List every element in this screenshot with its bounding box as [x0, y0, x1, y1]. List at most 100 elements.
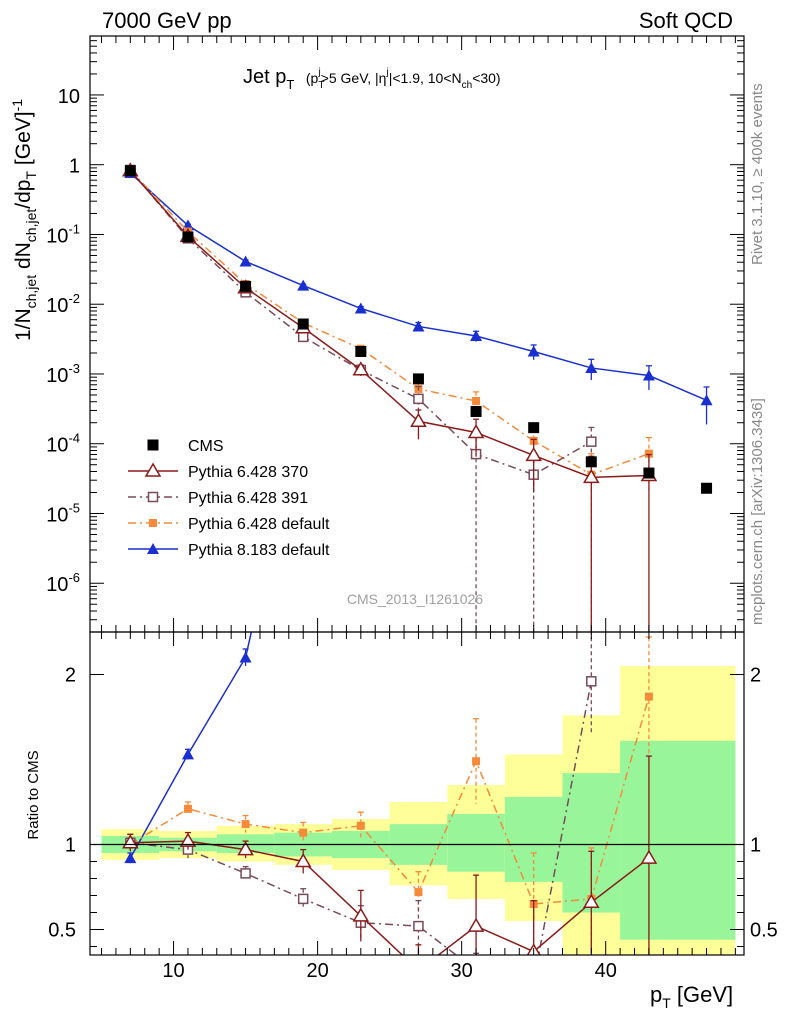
ratio-point [239, 651, 252, 663]
ratio-point [414, 888, 423, 897]
data-point [586, 436, 597, 447]
data-point [527, 345, 540, 357]
data-point [470, 405, 482, 417]
ratio-xtick-label: 20 [306, 960, 328, 982]
data-point [240, 280, 252, 292]
data-point [413, 393, 424, 405]
legend-label: Pythia 8.183 default [188, 542, 330, 559]
band-inner [620, 740, 736, 940]
legend: CMS Pythia 6.428 370 Pythia 6.428 391 Pythi… [128, 438, 330, 559]
ratio-point [299, 828, 308, 837]
ratio-point [179, 832, 197, 847]
ratio-point [297, 893, 309, 905]
ratio-point [467, 917, 485, 932]
data-point [472, 396, 481, 405]
ratio-series-p6_370 [122, 755, 658, 955]
series-line-p6_default [129, 169, 650, 476]
ratio-point [297, 397, 309, 408]
ratio-point [586, 676, 597, 687]
series-p6_391 [125, 164, 597, 632]
data-point [467, 423, 485, 439]
ratio-ytick-label: 0.5 [48, 920, 76, 942]
data-point [644, 449, 653, 458]
ratio-ytick-label: 1 [65, 835, 76, 857]
data-point [297, 331, 309, 343]
series-cms [124, 165, 713, 494]
series-line-p8_default [129, 172, 707, 401]
main-panel: 10 1 10-1 10-2 10-3 10-4 10-5 10-6 [46, 35, 745, 633]
main-ylabel: 1/Nch,jet dNch,jet/dpT [GeV]-1 [9, 99, 39, 341]
ratio-axes: 0.5 0.5 1 1 2 2 10 20 30 40 [48, 631, 778, 982]
ratio-ytick-label-right: 1 [750, 835, 761, 857]
ratio-frame [89, 631, 745, 956]
legend-marker [147, 543, 159, 554]
main-ytick-label: 10-1 [46, 221, 80, 247]
ratio-point [529, 976, 538, 985]
xlabel: pT [GeV] [650, 982, 733, 1011]
legend-entry-p6_default: Pythia 6.428 default [128, 516, 330, 533]
ratio-series-p8_default [124, 397, 309, 864]
ratio-point [413, 920, 424, 932]
mcplots-label: mcplots.cern.ch [arXiv:1306.3436] [749, 398, 766, 625]
data-point [412, 320, 425, 332]
main-axes: 10 1 10-1 10-2 10-3 10-4 10-5 10-6 [46, 35, 745, 633]
ratio-point [241, 820, 250, 829]
data-point [470, 330, 483, 342]
ratio-point [640, 849, 658, 864]
header-left: 7000 GeV pp [102, 8, 232, 33]
ratio-point [240, 868, 251, 879]
legend-marker [149, 519, 157, 527]
ratio-uncertainty-band [101, 666, 736, 955]
data-point [239, 255, 252, 267]
data-point [410, 412, 427, 428]
header-right: Soft QCD [639, 8, 733, 33]
data-point [124, 165, 136, 177]
legend-marker [144, 462, 162, 477]
main-ytick-label: 10-5 [46, 500, 80, 526]
main-ytick-label: 1 [69, 156, 80, 178]
data-point [525, 446, 542, 462]
rivet-label: Rivet 3.1.10, ≥ 400k events [749, 83, 766, 265]
data-point [528, 422, 540, 434]
legend-label: Pythia 6.428 default [188, 516, 330, 533]
main-ytick-label: 10-3 [46, 361, 80, 387]
plot-title: Jet pT (pTj>5 GeV, |ηj|<1.9, 10<Nch<30) [243, 66, 501, 94]
legend-label: Pythia 6.428 391 [188, 490, 308, 507]
main-data-layer [122, 162, 713, 632]
legend-entry-cms: CMS [147, 438, 224, 455]
main-ytick-label: 10 [58, 86, 80, 108]
ratio-point [356, 821, 365, 830]
ratio-line-p6_370 [130, 840, 650, 955]
series-p6_370 [122, 162, 658, 632]
analysis-watermark: CMS_2013_I1261026 [347, 591, 483, 607]
legend-label: Pythia 6.428 370 [188, 464, 308, 481]
ratio-point [582, 893, 600, 909]
legend-label: CMS [188, 438, 224, 455]
ratio-line-p8_default [129, 632, 253, 859]
ratio-point [472, 757, 481, 766]
ratio-ylabel: Ratio to CMS [25, 750, 42, 839]
data-point [700, 394, 713, 406]
ratio-xtick-label: 10 [162, 960, 184, 982]
ratio-point [181, 748, 194, 760]
main-ytick-label: 10-6 [46, 570, 80, 596]
band-inner [447, 813, 505, 872]
data-point [582, 468, 600, 484]
data-point [352, 361, 370, 376]
ratio-panel: 0.5 0.5 1 1 2 2 10 20 30 40 [48, 397, 778, 985]
series-line-p6_391 [129, 169, 592, 476]
ratio-point [294, 853, 312, 868]
legend-entry-p8_default: Pythia 8.183 default [128, 542, 330, 559]
ratio-line-p6_391 [130, 681, 593, 955]
data-point [643, 467, 655, 479]
ratio-point [183, 804, 192, 813]
ratio-point [472, 966, 481, 975]
legend-entry-p6_391: Pythia 6.428 391 [128, 490, 308, 507]
ratio-line-p6_default [129, 696, 650, 905]
ratio-ytick-label-right: 2 [750, 665, 761, 687]
ratio-point [352, 907, 370, 922]
ratio-xtick-label: 40 [595, 960, 617, 982]
data-point [297, 318, 309, 330]
data-point [354, 302, 367, 314]
series-line-p6_370 [129, 170, 649, 479]
